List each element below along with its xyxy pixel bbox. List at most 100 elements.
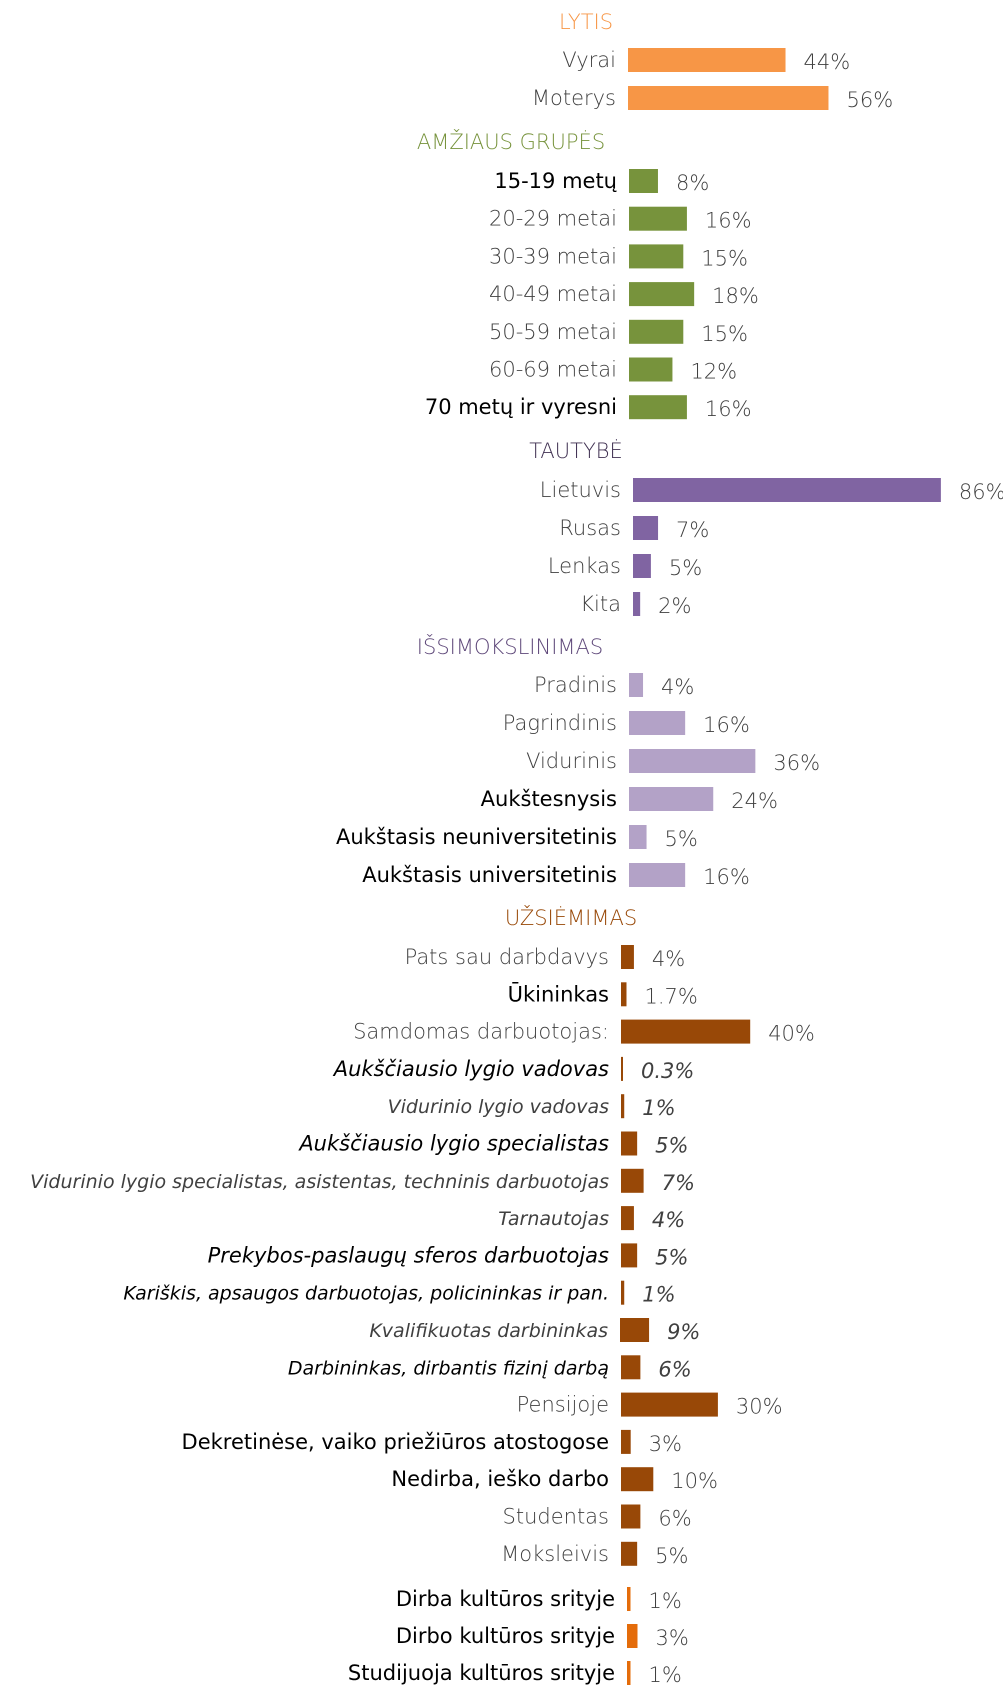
bar — [629, 711, 686, 735]
value-label: 1% — [649, 1663, 682, 1685]
bar — [621, 1355, 641, 1380]
value-label: 15% — [701, 246, 748, 270]
category-label: Dirbo kultūros srityje — [396, 1624, 615, 1648]
category-label: Dirba kultūros srityje — [396, 1587, 615, 1611]
value-label: 16% — [703, 865, 750, 889]
section-title-0: LYTIS — [559, 10, 613, 34]
bar — [621, 1280, 625, 1305]
category-label: Nedirba, ieško darbo — [391, 1467, 609, 1491]
bar — [629, 863, 686, 887]
section-title-4: UŽSIĖMIMAS — [505, 905, 637, 930]
category-label: Pradinis — [534, 673, 617, 697]
category-label: Prekybos-paslaugų sferos darbuotojas — [208, 1243, 609, 1267]
value-label: 16% — [705, 397, 752, 421]
category-label: 60-69 metai — [489, 358, 617, 382]
value-label: 56% — [846, 88, 893, 112]
value-label: 7% — [676, 518, 709, 542]
value-label: 40% — [768, 1022, 815, 1046]
bar — [621, 1206, 634, 1231]
category-label: Vidurinis — [526, 749, 617, 773]
bar — [633, 554, 651, 578]
value-label: 5% — [669, 556, 702, 580]
category-label: Lietuvis — [540, 478, 621, 502]
value-label: 24% — [731, 789, 778, 813]
value-label: 8% — [676, 171, 709, 195]
section-title-2: TAUTYBĖ — [529, 438, 623, 463]
bar — [629, 169, 658, 193]
value-label: 5% — [655, 1134, 688, 1158]
category-label: Kita — [580, 592, 621, 616]
category-label: Kariškis, apsaugos darbuotojas, policini… — [123, 1283, 609, 1305]
value-label: 4% — [661, 675, 694, 699]
value-label: 10% — [671, 1469, 718, 1493]
bar — [633, 592, 641, 616]
category-label: Lenkas — [548, 554, 621, 578]
bar — [628, 48, 786, 72]
category-label: Aukščiausio lygio vadovas — [332, 1057, 609, 1081]
category-label: 40-49 metai — [489, 282, 617, 306]
value-label: 18% — [712, 284, 759, 308]
bar — [620, 1318, 650, 1342]
value-label: 6% — [658, 1357, 691, 1381]
bar — [629, 395, 687, 420]
bar — [621, 1131, 638, 1156]
value-label: 4% — [652, 947, 685, 971]
bar — [629, 282, 695, 307]
category-label: Kvalifikuotas darbininkas — [369, 1320, 608, 1342]
category-label: 30-39 metai — [489, 244, 617, 268]
bar — [629, 673, 644, 697]
value-label: 9% — [667, 1320, 700, 1344]
value-label: 30% — [736, 1395, 783, 1419]
category-label: Vidurinio lygio specialistas, asistentas… — [30, 1171, 609, 1193]
value-label: 5% — [665, 827, 698, 851]
category-label: Pats sau darbdavys — [405, 945, 609, 969]
bar — [621, 982, 627, 1007]
value-label: 6% — [658, 1507, 691, 1531]
section-title-3: IŠSIMOKSLINIMAS — [417, 634, 603, 659]
category-label: Moterys — [532, 86, 616, 110]
category-label: Darbininkas, dirbantis fizinį darbą — [288, 1357, 609, 1379]
value-label: 3% — [656, 1626, 689, 1650]
category-label: Studijuoja kultūros srityje — [348, 1661, 615, 1685]
category-label: Aukščiausio lygio specialistas — [297, 1132, 609, 1156]
category-label: Dekretinėse, vaiko priežiūros atostogose — [182, 1430, 609, 1454]
category-label: Aukštasis universitetinis — [362, 863, 617, 887]
value-label: 7% — [662, 1171, 695, 1195]
category-label: 70 metų ir vyresni — [425, 395, 617, 419]
bar — [629, 206, 687, 231]
bar — [621, 1467, 654, 1492]
value-label: 4% — [652, 1208, 685, 1232]
bar — [629, 825, 647, 849]
category-label: Ūkininkas — [508, 981, 609, 1006]
bar — [627, 1661, 631, 1685]
category-label: Pagrindinis — [503, 711, 617, 735]
bar — [621, 1243, 638, 1268]
bar — [621, 1056, 623, 1081]
bar — [628, 86, 829, 110]
value-label: 5% — [655, 1544, 688, 1568]
category-label: Vyrai — [562, 48, 616, 72]
bar — [629, 244, 684, 269]
category-label: 15-19 metų — [494, 169, 617, 193]
bar — [629, 319, 684, 344]
value-label: 0.3% — [641, 1059, 694, 1083]
section-title-1: AMŽIAUS GRUPĖS — [417, 129, 605, 154]
value-label: 3% — [649, 1432, 682, 1456]
bar — [621, 1019, 751, 1044]
value-label: 1.7% — [644, 984, 697, 1008]
category-label: Vidurinio lygio vadovas — [388, 1096, 609, 1118]
value-label: 15% — [701, 322, 748, 346]
category-label: Aukštesnysis — [481, 787, 617, 811]
bar — [627, 1624, 638, 1648]
bar — [629, 357, 673, 382]
category-label: 20-29 metai — [489, 207, 617, 231]
value-label: 44% — [804, 50, 851, 74]
bar — [629, 749, 756, 773]
bar — [621, 1168, 644, 1193]
category-label: 50-59 metai — [489, 320, 617, 344]
category-label: Studentas — [503, 1505, 609, 1529]
category-label: Aukštasis neuniversitetinis — [336, 825, 617, 849]
bar — [621, 1392, 718, 1417]
bar — [621, 1541, 638, 1566]
